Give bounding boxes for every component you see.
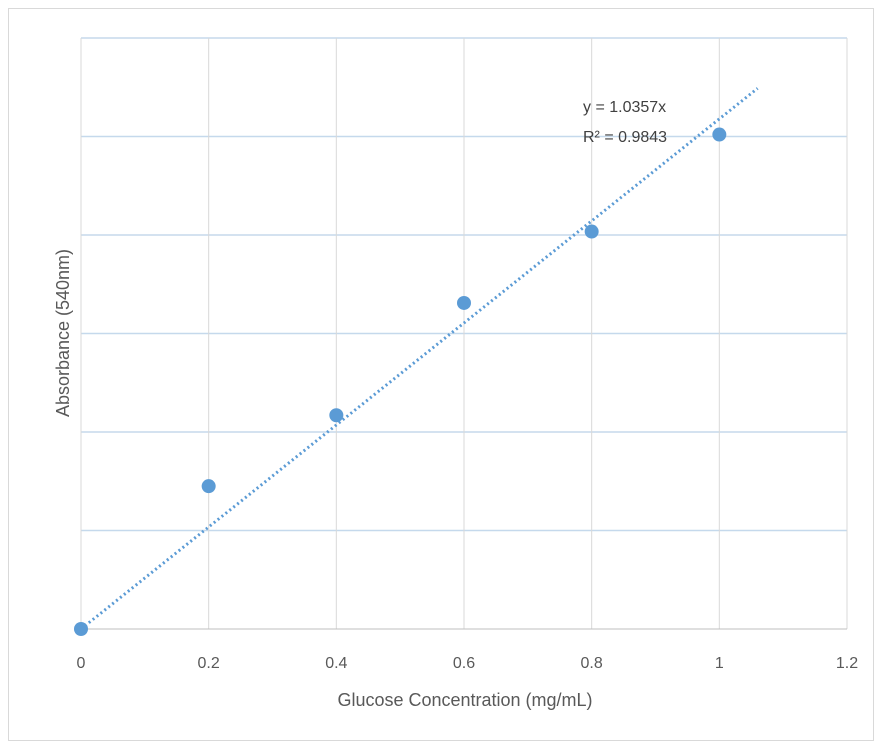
trendline-group (80, 87, 759, 631)
gridlines (81, 37, 848, 629)
data-point (457, 295, 471, 310)
x-tick-label: 1.2 (836, 655, 858, 672)
x-axis-title: Glucose Concentration (mg/mL) (337, 690, 592, 710)
data-point (712, 127, 727, 142)
trendline (80, 87, 759, 631)
data-point (584, 224, 599, 239)
trendline-equation: y = 1.0357x (583, 99, 666, 116)
x-tick-label: 0 (77, 655, 86, 672)
x-tick-labels: 0 0.2 0.4 0.6 0.8 1 1.2 (77, 655, 859, 672)
data-point (201, 479, 216, 494)
x-tick-label: 0.6 (453, 655, 475, 672)
data-point (329, 408, 344, 423)
data-point (74, 622, 88, 636)
y-axis-title: Absorbance (540nm) (53, 249, 73, 417)
chart-area (8, 8, 874, 741)
x-tick-label: 0.2 (198, 655, 220, 672)
x-tick-label: 1 (715, 655, 724, 672)
x-tick-label: 0.8 (581, 655, 603, 672)
data-points (74, 127, 727, 636)
axes (80, 38, 847, 630)
trendline-r-squared: R² = 0.9843 (583, 129, 667, 146)
x-tick-label: 0.4 (325, 655, 347, 672)
